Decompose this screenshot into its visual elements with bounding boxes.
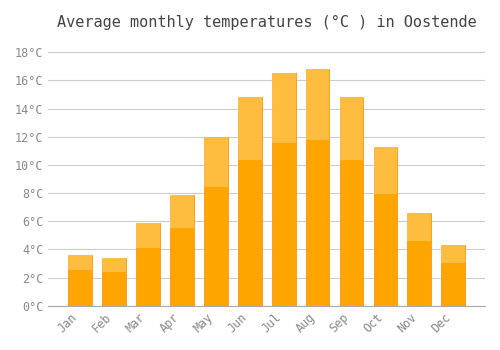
- Bar: [68, 255, 92, 306]
- Bar: [340, 97, 363, 160]
- Bar: [272, 74, 295, 306]
- Bar: [442, 245, 465, 306]
- Bar: [408, 213, 431, 241]
- Bar: [102, 258, 126, 306]
- Bar: [238, 97, 262, 160]
- Bar: [306, 69, 330, 306]
- Bar: [136, 223, 160, 306]
- Bar: [340, 97, 363, 306]
- Bar: [68, 255, 92, 270]
- Bar: [408, 213, 431, 306]
- Bar: [306, 69, 330, 140]
- Bar: [170, 195, 194, 228]
- Bar: [204, 137, 228, 306]
- Bar: [170, 195, 194, 306]
- Bar: [102, 258, 126, 272]
- Title: Average monthly temperatures (°C ) in Oostende: Average monthly temperatures (°C ) in Oo…: [57, 15, 476, 30]
- Bar: [442, 245, 465, 264]
- Bar: [204, 137, 228, 188]
- Bar: [374, 147, 398, 194]
- Bar: [374, 147, 398, 306]
- Bar: [136, 223, 160, 248]
- Bar: [238, 97, 262, 306]
- Bar: [272, 74, 295, 143]
